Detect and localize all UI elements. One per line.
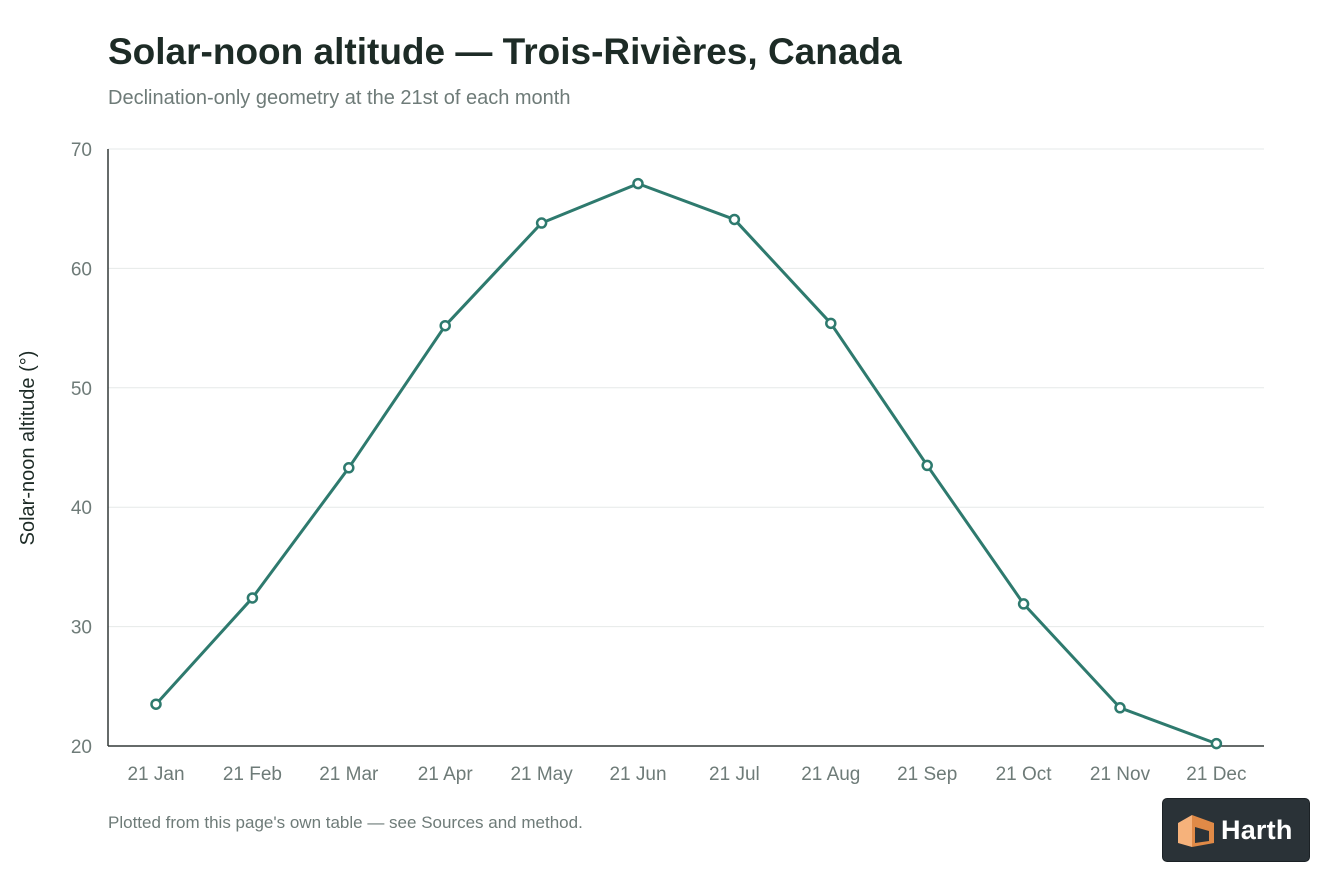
y-tick-label: 20	[71, 737, 92, 758]
data-point	[150, 698, 162, 710]
x-tick-label: 21 Dec	[1186, 764, 1246, 785]
data-point	[1017, 598, 1030, 610]
chart-title: Solar-noon altitude — Trois-Rivières, Ca…	[108, 31, 902, 72]
logo-wordmark: Harth	[1221, 814, 1293, 845]
chart-subtitle: Declination-only geometry at the 21st of…	[108, 87, 570, 109]
house-cube-icon	[1178, 815, 1214, 847]
x-tick-label: 21 Aug	[801, 764, 860, 785]
chart-footnote: Plotted from this page's own table — see…	[108, 813, 583, 832]
x-tick-label: 21 Jul	[709, 764, 760, 785]
y-tick-label: 50	[71, 379, 92, 400]
y-tick-label: 30	[71, 618, 92, 639]
data-point	[632, 177, 644, 190]
y-axis-ticks: 20 30 40 50 60 70	[71, 140, 92, 758]
x-tick-label: 21 Mar	[319, 764, 379, 785]
data-point	[825, 317, 837, 330]
data-point	[246, 592, 259, 604]
data-point	[921, 459, 933, 472]
x-axis-ticks: 21 Jan 21 Feb 21 Mar 21 Apr 21 May 21 Jun 21 J…	[127, 764, 1246, 785]
x-tick-label: 21 May	[510, 764, 573, 785]
data-points	[150, 177, 1223, 750]
brand-logo: Harth	[1162, 798, 1310, 862]
y-tick-label: 70	[71, 140, 92, 161]
y-axis-title: Solar-noon altitude (°)	[17, 351, 39, 546]
x-tick-label: 21 Jan	[127, 764, 184, 785]
x-tick-label: 21 Sep	[897, 764, 957, 785]
data-point	[1210, 737, 1223, 750]
x-tick-label: 21 Apr	[418, 764, 474, 785]
series-group	[154, 182, 1218, 746]
data-point	[439, 319, 451, 332]
gridlines	[108, 148, 1264, 628]
x-tick-label: 21 Oct	[996, 764, 1053, 785]
series-line	[154, 182, 1218, 746]
data-point	[1114, 702, 1126, 714]
data-point	[535, 217, 548, 229]
data-point	[728, 213, 741, 226]
data-point	[343, 462, 355, 474]
y-tick-label: 60	[71, 259, 92, 280]
y-tick-label: 40	[71, 498, 92, 519]
x-tick-label: 21 Feb	[223, 764, 282, 785]
x-tick-label: 21 Nov	[1090, 764, 1151, 785]
x-tick-label: 21 Jun	[609, 764, 666, 785]
